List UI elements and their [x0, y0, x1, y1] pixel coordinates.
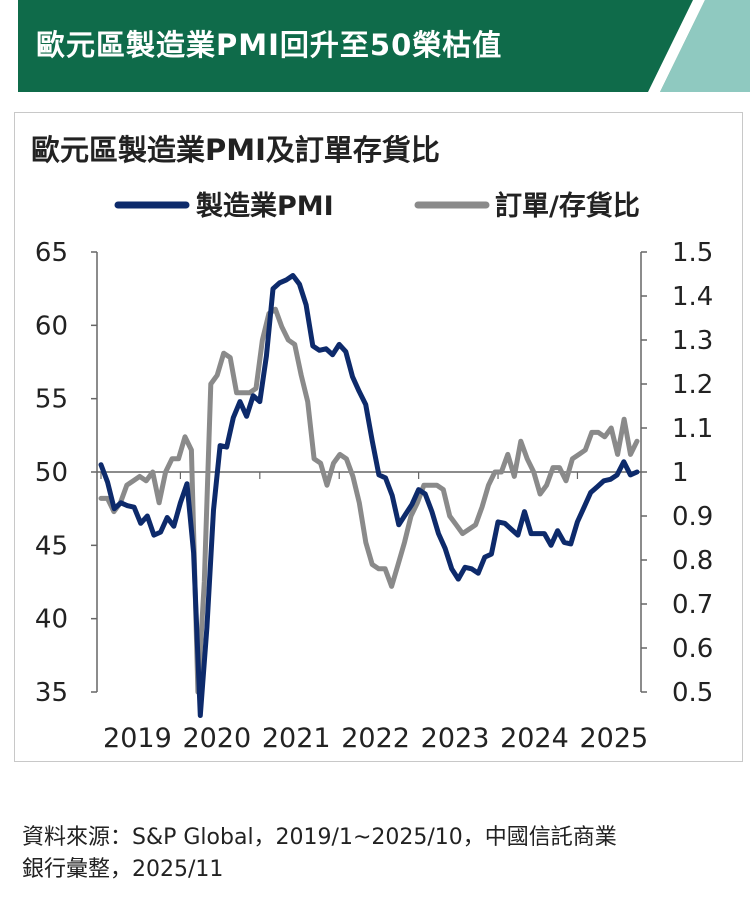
right-tick-label: 1.5 [672, 238, 713, 268]
legend-label-pmi: 製造業PMI [196, 191, 334, 222]
x-tick-label: 2023 [421, 723, 490, 754]
chart-title: 歐元區製造業PMI及訂單存貨比 [31, 133, 440, 167]
title-banner [18, 0, 730, 92]
right-tick-label: 0.6 [672, 634, 713, 664]
left-axis-tick-labels: 65 60 55 50 45 40 35 [35, 238, 68, 708]
right-tick-label: 1.1 [672, 414, 713, 444]
x-tick-label: 2019 [103, 723, 172, 754]
right-tick-label: 1 [672, 458, 689, 488]
legend-label-ratio: 訂單/存貨比 [495, 190, 640, 222]
left-tick-label: 60 [35, 311, 68, 341]
left-tick-label: 35 [35, 678, 68, 708]
right-tick-label: 0.7 [672, 590, 713, 620]
right-tick-label: 1.2 [672, 370, 713, 400]
right-tick-label: 0.9 [672, 502, 713, 532]
source-note-line-1: 資料來源：S&P Global，2019/1~2025/10，中國信託商業 [22, 825, 617, 850]
decorative-stripe [648, 0, 750, 92]
x-tick-label: 2020 [182, 723, 251, 754]
banner-title: 歐元區製造業PMI回升至50榮枯值 [36, 28, 503, 62]
chart: 歐元區製造業PMI及訂單存貨比 製造業PMI 訂單/存貨比 65 60 55 50 45… [31, 133, 713, 754]
right-axis-tick-labels: 1.5 1.4 1.3 1.2 1.1 1 0.9 0.8 0.7 0.6 0.5 [672, 238, 713, 708]
right-tick-label: 0.5 [672, 678, 713, 708]
left-tick-label: 45 [35, 531, 68, 561]
x-tick-label: 2024 [500, 723, 569, 754]
x-tick-label: 2022 [341, 723, 410, 754]
order-inventory-ratio-series-line [98, 306, 640, 695]
right-tick-label: 0.8 [672, 546, 713, 576]
left-tick-label: 40 [35, 605, 68, 635]
right-tick-label: 1.3 [672, 326, 713, 356]
x-tick-label: 2025 [579, 723, 648, 754]
pmi-series-line [98, 273, 640, 718]
left-tick-label: 50 [35, 458, 68, 488]
right-tick-label: 1.4 [672, 282, 713, 312]
source-note: 資料來源：S&P Global，2019/1~2025/10，中國信託商業 銀行… [22, 822, 722, 886]
left-tick-label: 55 [35, 385, 68, 415]
x-axis-tick-labels: 2019 2020 2021 2022 2023 2024 2025 [103, 723, 648, 754]
series-lines [98, 273, 640, 718]
left-tick-label: 65 [35, 238, 68, 268]
source-note-line-2: 銀行彙整，2025/11 [22, 857, 224, 882]
x-tick-label: 2021 [262, 723, 331, 754]
